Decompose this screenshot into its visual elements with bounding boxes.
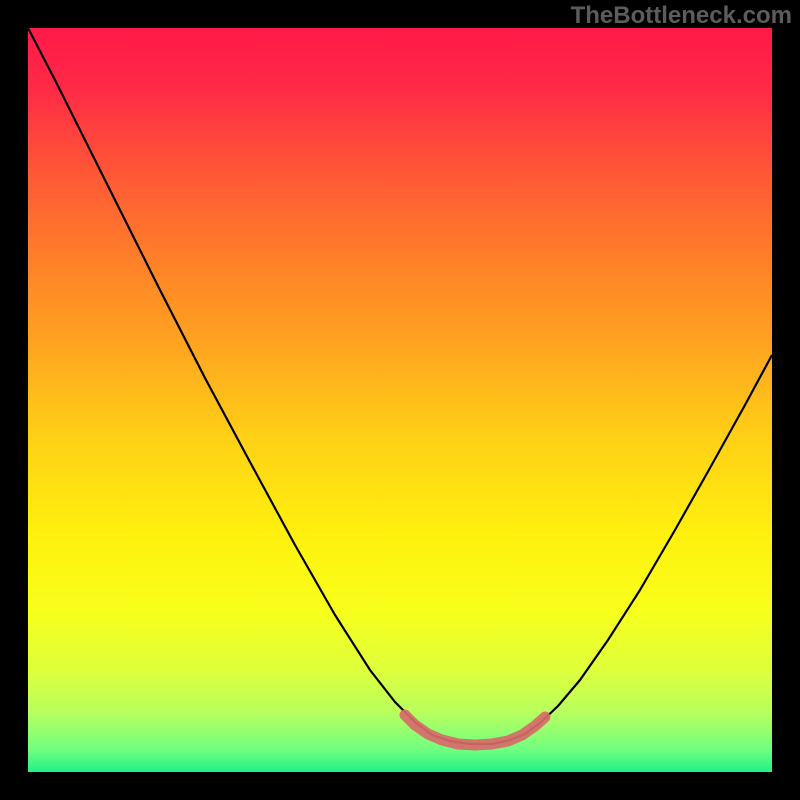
highlight-segment xyxy=(405,715,545,745)
chart-overlay xyxy=(0,0,800,800)
watermark-text: TheBottleneck.com xyxy=(571,2,792,30)
chart-frame: TheBottleneck.com xyxy=(0,0,800,800)
bottleneck-curve xyxy=(28,28,772,744)
